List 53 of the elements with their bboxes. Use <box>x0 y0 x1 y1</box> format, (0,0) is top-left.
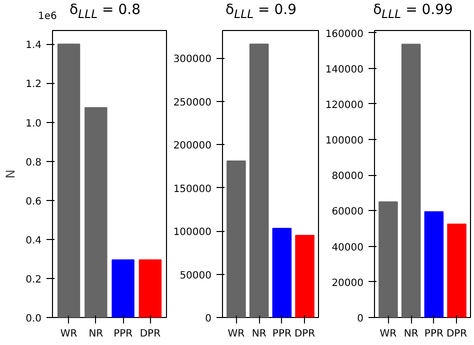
y-tick-label: 0.4 <box>26 235 42 246</box>
y-tick-label: 0 <box>205 314 212 324</box>
y-tick-label: 100000 <box>173 227 212 238</box>
y-tick-label: 0 <box>357 314 364 324</box>
x-tick-label: NR <box>252 328 266 340</box>
y-tick-label: 120000 <box>325 100 364 111</box>
bar <box>84 107 108 318</box>
x-tick-label: NR <box>88 328 104 340</box>
y-tick-label: 300000 <box>173 54 212 66</box>
bar <box>424 211 444 318</box>
x-tick-label: WR <box>60 328 78 340</box>
y-tick-label: 200000 <box>173 140 212 152</box>
y-tick-label: 0.8 <box>26 157 42 168</box>
y-tick-label: 80000 <box>332 171 364 182</box>
bar <box>138 259 162 318</box>
y-tick-label: 60000 <box>332 206 364 218</box>
x-tick-label: NR <box>404 328 418 340</box>
y-tick-label: 150000 <box>173 184 212 195</box>
bar <box>226 160 246 318</box>
y-tick-label: 1.0 <box>26 118 42 130</box>
bar <box>249 44 269 318</box>
y-tick-label: 1.4 <box>26 40 42 52</box>
bar <box>112 259 134 318</box>
y-tick-label: 250000 <box>173 97 212 108</box>
bar <box>272 228 292 318</box>
chart-title: δ$_{LLL}$ = 0.8 <box>70 2 140 21</box>
chart-title: δ$_{LLL}$ = 0.9 <box>224 1 298 22</box>
x-tick-label: WR <box>380 328 397 340</box>
bar <box>57 44 80 318</box>
y-tick-label: 100000 <box>325 136 364 147</box>
y-axis-title: N <box>4 170 18 178</box>
y-tick-label: 1.2 <box>26 79 42 90</box>
x-tick-label: DPR <box>446 328 468 340</box>
y-tick-label: 160000 <box>325 28 364 40</box>
y-tick-label: 0.6 <box>26 196 42 208</box>
y-tick-label: 0.0 <box>26 314 42 324</box>
chart-title: δ$_{LLL}$ = 0.99 <box>372 1 454 22</box>
text: 1e6 <box>38 10 57 24</box>
bar <box>295 234 314 318</box>
bar <box>401 44 421 318</box>
bar <box>447 224 466 318</box>
y-tick-label: 0.2 <box>26 274 42 286</box>
x-tick-label: WR <box>228 328 245 340</box>
y-tick-label: 140000 <box>325 64 364 76</box>
x-tick-label: PPR <box>424 328 444 340</box>
x-tick-label: DPR <box>140 328 161 340</box>
bar <box>378 201 398 318</box>
x-tick-label: DPR <box>294 328 316 340</box>
y-tick-label: 40000 <box>332 242 364 254</box>
y-tick-label: 50000 <box>180 270 212 282</box>
y-tick-label: 20000 <box>332 278 364 289</box>
x-tick-label: PPR <box>114 328 133 340</box>
x-tick-label: PPR <box>272 328 292 340</box>
